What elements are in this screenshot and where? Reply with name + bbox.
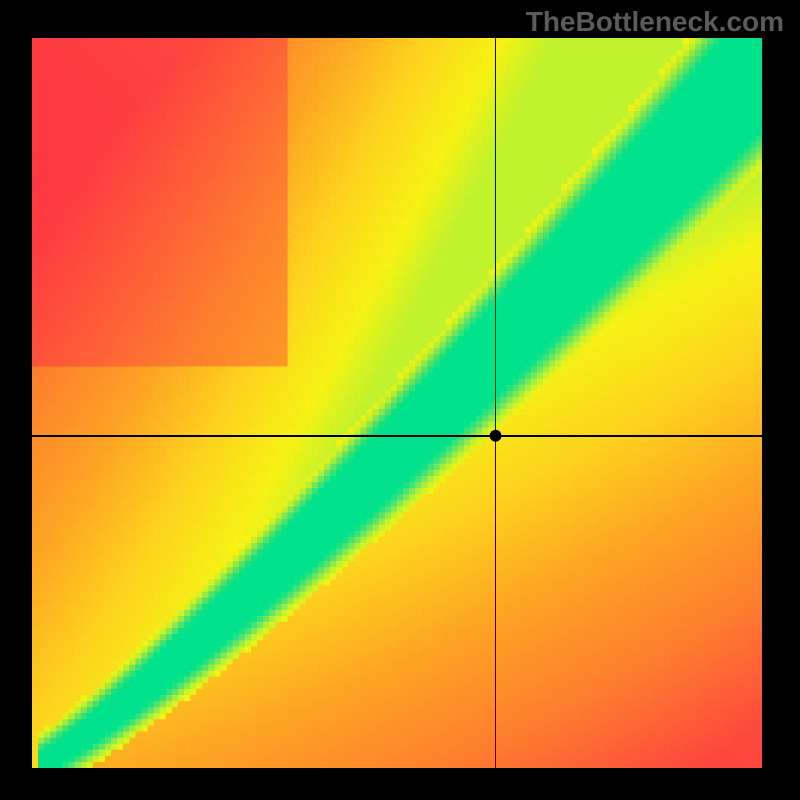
heatmap-plot [32,38,762,768]
watermark-text: TheBottleneck.com [526,6,784,38]
crosshair-dot [32,38,762,768]
